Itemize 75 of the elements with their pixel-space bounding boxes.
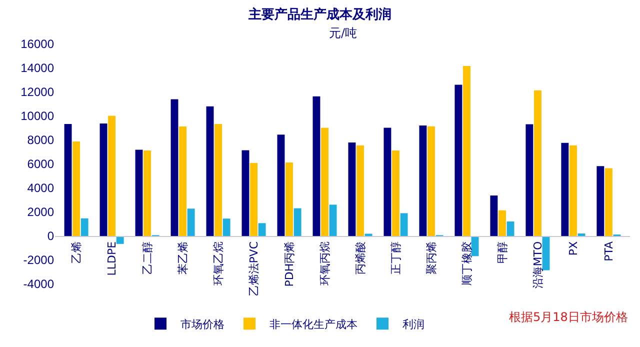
bar	[72, 141, 80, 236]
bar	[604, 168, 612, 236]
bar	[463, 66, 470, 236]
y-tick-label: 2000	[27, 205, 54, 220]
x-tick-label: PDH丙烯	[282, 241, 296, 287]
bar	[348, 142, 356, 236]
x-tick-label: 乙二醇	[140, 241, 154, 274]
bar	[108, 116, 116, 236]
y-tick-label: 10000	[20, 109, 54, 124]
bar	[329, 204, 337, 236]
x-tick-label: LLDPE	[105, 241, 118, 276]
bar	[179, 126, 186, 236]
bar	[321, 128, 328, 236]
x-tick-label: 顺丁橡胶	[460, 241, 474, 286]
y-tick-label: 0	[47, 229, 54, 244]
bar	[294, 208, 302, 236]
legend-label: 非一体化生产成本	[270, 318, 358, 331]
bar	[526, 124, 534, 236]
x-tick-label: PTA	[602, 240, 616, 262]
x-tick-label: 聚丙烯	[424, 241, 438, 274]
x-tick-label: 沿海MTO	[531, 241, 544, 288]
text: 根据5月18日市场价格	[509, 310, 628, 324]
y-tick-label: -2000	[23, 253, 54, 268]
bar	[542, 236, 550, 270]
bar	[490, 195, 498, 236]
y-tick-label: 6000	[27, 157, 54, 172]
bar	[206, 106, 214, 236]
bar	[454, 84, 462, 236]
bar	[242, 150, 250, 236]
x-tick-label: PX	[566, 240, 580, 256]
x-tick-label: 乙烯	[70, 241, 83, 264]
bar	[428, 126, 435, 236]
y-tick-label: 16000	[20, 37, 54, 52]
legend-label: 市场价格	[180, 318, 224, 331]
bar	[170, 99, 178, 236]
bar	[392, 150, 400, 236]
x-tick-label: 甲醇	[496, 241, 509, 264]
bar	[286, 162, 293, 236]
bar	[578, 233, 586, 236]
bar	[135, 150, 143, 236]
bar	[250, 163, 258, 236]
y-tick-label: 12000	[20, 85, 54, 100]
y-tick-label: 14000	[20, 61, 54, 76]
bar	[277, 134, 285, 236]
bar	[534, 90, 542, 236]
bar	[356, 145, 364, 236]
x-tick-label: 正丁醇	[389, 241, 402, 274]
y-tick-label: 8000	[27, 133, 54, 148]
x-tick-label: 环氧丙烷	[318, 241, 332, 286]
bar	[506, 221, 514, 236]
y-tick-label: 4000	[27, 181, 54, 196]
bar	[498, 210, 506, 236]
bar	[419, 125, 427, 236]
bar	[214, 124, 222, 236]
bar	[569, 145, 577, 236]
x-tick-label: 环氧乙烷	[212, 241, 225, 286]
bar	[187, 208, 195, 236]
bar	[596, 166, 604, 236]
bar	[561, 142, 569, 236]
bar	[258, 223, 266, 236]
x-tick-label: 乙烯法PVC	[247, 241, 260, 296]
bar	[312, 96, 320, 236]
bar	[222, 218, 230, 236]
y-tick-label: -4000	[23, 277, 54, 292]
x-tick-label: 苯乙烯	[176, 241, 190, 274]
bar	[80, 218, 88, 236]
chart-title: 主要产品生产成本及利润	[248, 6, 392, 22]
bar	[144, 150, 152, 236]
bar	[384, 128, 392, 236]
legend-label: 利润	[402, 318, 424, 331]
bar	[64, 124, 72, 236]
bar	[400, 213, 408, 236]
x-tick-label: 丙烯酸	[354, 241, 367, 274]
bar	[100, 123, 108, 236]
chart-subtitle: 元/吨	[329, 26, 358, 40]
